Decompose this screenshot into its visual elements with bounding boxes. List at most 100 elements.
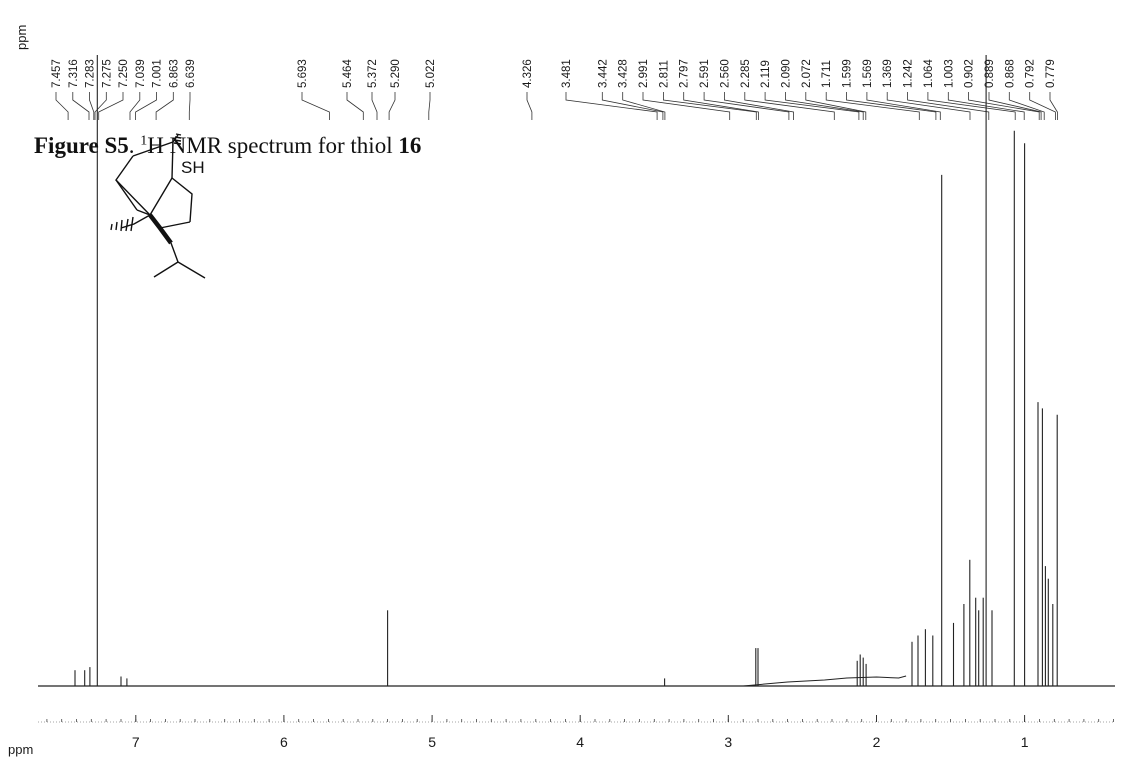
peak-connector xyxy=(927,92,1016,120)
peak-label: 1.369 xyxy=(882,59,894,88)
peak-label: 7.039 xyxy=(135,59,147,88)
structure-bond xyxy=(159,221,191,229)
spectrum-signal-group xyxy=(74,55,1058,686)
peak-label: 0.792 xyxy=(1025,59,1037,88)
peak-connector xyxy=(98,92,124,120)
peak-connector xyxy=(622,92,666,120)
peak-connector xyxy=(526,92,533,120)
peak-label: 7.457 xyxy=(51,59,63,88)
peak-connector xyxy=(968,92,1040,120)
peak-label: 1.569 xyxy=(862,59,874,88)
structure-bond xyxy=(170,242,179,263)
x-axis-tick-labels: 7 6 5 4 3 2 1 xyxy=(132,734,1029,750)
structure-hash-bond xyxy=(175,133,182,136)
peak-connector xyxy=(988,92,1042,120)
x-axis-tick-label: 3 xyxy=(724,734,732,750)
peak-connector-group xyxy=(55,92,1058,120)
x-axis-tick-label: 4 xyxy=(576,734,584,750)
peak-connector xyxy=(846,92,937,120)
peak-label: 1.003 xyxy=(943,59,955,88)
peak-label: 5.464 xyxy=(342,59,354,88)
caption-superscript: 1 xyxy=(140,133,148,149)
x-axis-tick-label: 5 xyxy=(428,734,436,750)
peak-connector xyxy=(601,92,664,120)
peak-connector xyxy=(764,92,860,120)
peak-connector xyxy=(785,92,864,120)
x-axis-tick-label: 7 xyxy=(132,734,140,750)
x-axis-tick-label: 6 xyxy=(280,734,288,750)
peak-label: 1.711 xyxy=(821,60,833,88)
peak-label: 6.863 xyxy=(168,59,180,88)
peak-label: 1.064 xyxy=(923,59,935,88)
peak-connector xyxy=(805,92,867,120)
structure-sh-label: SH xyxy=(181,158,205,177)
peak-connector xyxy=(301,92,330,120)
structure-hash-bond xyxy=(130,216,134,232)
peak-connector xyxy=(744,92,835,120)
structure-bond xyxy=(171,177,193,223)
peak-label: 2.560 xyxy=(719,59,731,88)
peak-connector xyxy=(55,92,69,120)
structure-bond xyxy=(177,261,206,279)
structure-bond xyxy=(136,177,173,216)
figure-label: Figure S5 xyxy=(34,133,129,158)
spectrum-baseline-hump xyxy=(743,675,907,687)
structure-bond xyxy=(120,214,151,229)
peak-connector xyxy=(129,92,141,120)
structure-hash-bond xyxy=(120,219,123,232)
peak-label: 0.779 xyxy=(1045,59,1057,88)
peak-connector xyxy=(825,92,920,120)
peak-label: 3.428 xyxy=(618,59,630,88)
x-axis-major-ticks xyxy=(135,715,1026,722)
peak-label: 3.481 xyxy=(561,59,573,88)
peak-label: 5.022 xyxy=(425,59,437,88)
caption-separator: . xyxy=(128,133,141,158)
peak-label: 2.072 xyxy=(801,59,813,88)
peak-connector xyxy=(703,92,790,120)
peak-connector xyxy=(94,92,107,120)
peak-label-group: 7.457 7.316 7.283 7.275 7.250 7.039 7.001 6.863… xyxy=(51,59,1057,88)
peak-connector xyxy=(663,92,757,120)
structure-hash-bond xyxy=(110,223,113,231)
structure-bond xyxy=(115,155,151,216)
peak-connector xyxy=(188,92,191,120)
peak-label: 5.372 xyxy=(367,59,379,88)
compound-number: 16 xyxy=(398,133,422,158)
x-axis-unit-label: ppm xyxy=(8,742,33,757)
x-axis-tick-label: 2 xyxy=(873,734,881,750)
structure-hash-bond xyxy=(174,136,182,139)
peak-label: 7.316 xyxy=(68,59,80,88)
peak-connector xyxy=(1029,92,1056,120)
peak-label: 5.290 xyxy=(390,59,402,88)
peak-label: 1.599 xyxy=(842,59,854,88)
peak-connector xyxy=(866,92,941,120)
structure-hash-bond xyxy=(173,142,182,145)
peak-connector xyxy=(346,92,364,120)
peak-connector xyxy=(1008,92,1045,120)
peak-connector xyxy=(428,92,431,120)
x-axis-tick-label: 1 xyxy=(1021,734,1029,750)
peak-label: 4.326 xyxy=(522,59,534,88)
peak-label: 7.250 xyxy=(118,59,130,88)
peak-label: 0.889 xyxy=(984,59,996,88)
peak-connector xyxy=(642,92,731,120)
caption-text: H NMR spectrum for thiol xyxy=(147,133,399,158)
peak-label: 5.693 xyxy=(297,59,309,88)
peak-connector xyxy=(89,92,95,120)
peak-label: 1.242 xyxy=(903,59,915,88)
peak-label: 7.001 xyxy=(152,59,164,88)
peak-label: 2.090 xyxy=(781,59,793,88)
peak-label: 7.283 xyxy=(85,59,97,88)
x-axis: 7 6 5 4 3 2 1 ppm xyxy=(8,715,1115,757)
peak-connector xyxy=(724,92,794,120)
peak-connector xyxy=(1049,92,1058,120)
peak-label: 6.639 xyxy=(185,59,197,88)
peak-connector xyxy=(155,92,174,120)
peak-connector xyxy=(371,92,378,120)
peak-list-unit-label: ppm xyxy=(14,25,29,50)
peak-connector xyxy=(683,92,759,120)
structure-hash-bond xyxy=(173,139,182,142)
peak-label: 2.991 xyxy=(638,59,650,88)
structure-hash-bond xyxy=(115,221,118,231)
